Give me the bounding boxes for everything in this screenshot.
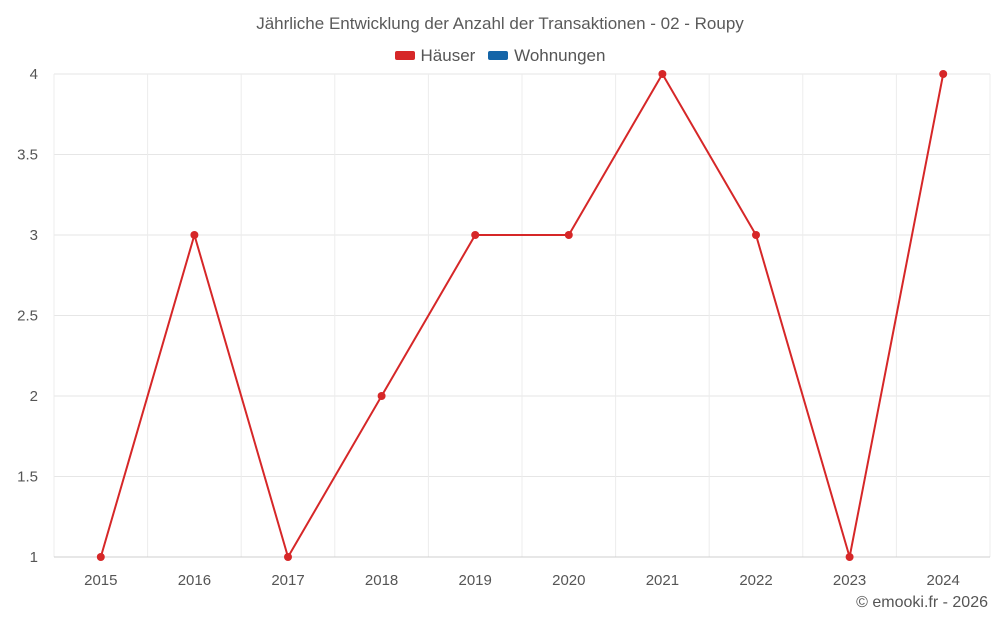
y-axis: 1 1.5 2 2.5 3 3.5 4 [17,66,38,566]
data-point [752,231,760,239]
data-point [658,70,667,78]
y-tick-label: 2 [30,388,38,405]
y-tick-label: 1 [30,549,38,566]
chart-series [96,70,948,561]
y-tick-label: 3 [30,227,38,244]
y-tick-label: 1.5 [17,469,38,486]
data-point [377,392,386,400]
legend-item-wohnungen[interactable]: Wohnungen [488,46,605,66]
x-tick-label: 2017 [271,572,304,589]
x-tick-label: 2022 [739,572,772,589]
data-point [845,553,854,561]
x-axis: 2015 2016 2017 2018 2019 2020 2021 2022 2023 2024 [54,556,990,589]
legend-item-haeuser[interactable]: Häuser [394,45,476,66]
chart-legend: Häuser Wohnungen [0,45,1000,66]
x-tick-label: 2020 [552,572,585,589]
legend-swatch-haeuser [394,51,415,60]
series-line-häuser [99,73,945,558]
data-point [96,553,105,561]
y-tick-label: 4 [30,66,38,83]
x-tick-label: 2019 [459,572,492,589]
chart-title: Jährliche Entwicklung der Anzahl der Tra… [256,14,744,33]
data-point [564,231,573,239]
x-tick-label: 2018 [365,572,398,589]
x-tick-label: 2024 [927,572,960,589]
legend-swatch-wohnungen [488,51,509,60]
y-tick-label: 3.5 [17,147,38,164]
data-point [471,231,480,239]
data-point [939,70,948,78]
credit-text: © emooki.fr - 2026 [856,594,988,611]
x-tick-label: 2015 [84,572,117,589]
x-tick-label: 2016 [178,572,211,589]
x-tick-label: 2023 [833,572,866,589]
y-tick-label: 2.5 [17,308,38,325]
legend-label-haeuser: Häuser [420,45,476,65]
legend-label-wohnungen: Wohnungen [514,45,606,65]
x-tick-label: 2021 [646,572,679,589]
data-point [284,553,292,561]
data-point [190,231,199,239]
chart-grid [53,73,991,558]
